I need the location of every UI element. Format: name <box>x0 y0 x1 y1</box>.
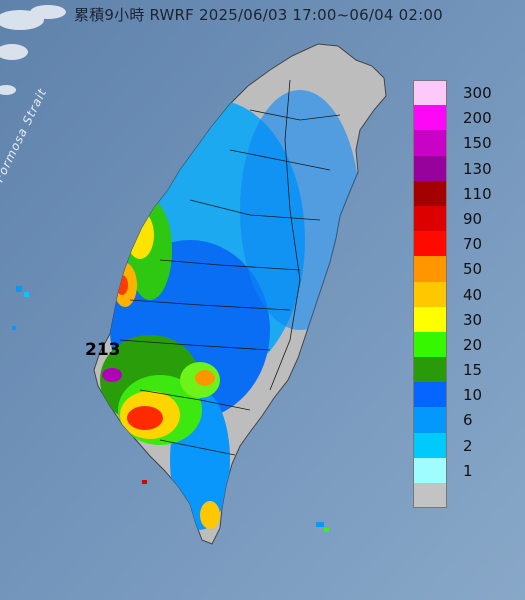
legend-swatch <box>413 205 447 232</box>
island-taiwan <box>93 43 387 545</box>
map-title: 累積9小時 RWRF 2025/06/03 17:00~06/04 02:00 <box>74 6 443 24</box>
legend-label: 110 <box>463 184 492 203</box>
legend-swatch <box>413 331 447 358</box>
legend-row: 10 <box>413 382 523 408</box>
legend-swatch <box>413 382 447 408</box>
legend-row: 30 <box>413 306 523 332</box>
legend-row: 1 <box>413 457 523 483</box>
legend-swatch <box>413 407 447 433</box>
legend-row: 2 <box>413 432 523 458</box>
legend-label: 150 <box>463 134 492 153</box>
county-borders <box>119 79 341 456</box>
legend-swatch <box>413 155 447 181</box>
max-rainfall-label: 213 <box>85 340 121 360</box>
legend-row <box>413 483 523 509</box>
legend-row: 40 <box>413 281 523 307</box>
legend-row: 300 <box>413 80 523 106</box>
legend-label: 20 <box>463 335 483 354</box>
legend-row: 20 <box>413 331 523 358</box>
legend-label: 30 <box>463 310 483 329</box>
legend-label: 10 <box>463 386 483 405</box>
legend-row: 90 <box>413 205 523 232</box>
legend-label: 130 <box>463 159 492 178</box>
legend-swatch <box>413 231 447 257</box>
legend-swatch <box>413 432 447 458</box>
legend-row: 150 <box>413 130 523 156</box>
legend-row: 200 <box>413 105 523 131</box>
legend-row: 6 <box>413 407 523 433</box>
legend-row: 50 <box>413 256 523 282</box>
legend-label: 1 <box>463 461 473 480</box>
offshore-islands <box>12 286 329 532</box>
rainfall-legend: 300 200 150 130 110 90 70 50 40 30 20 15 10 6 2 1 <box>413 80 523 509</box>
legend-row: 70 <box>413 231 523 257</box>
legend-swatch <box>413 80 447 106</box>
legend-row: 130 <box>413 155 523 181</box>
legend-label: 50 <box>463 260 483 279</box>
legend-label: 90 <box>463 209 483 228</box>
legend-label: 70 <box>463 235 483 254</box>
legend-label: 200 <box>463 109 492 128</box>
legend-swatch <box>413 457 447 483</box>
legend-label: 6 <box>463 411 473 430</box>
legend-label: 2 <box>463 436 473 455</box>
legend-swatch <box>413 357 447 383</box>
legend-swatch <box>413 306 447 332</box>
legend-swatch <box>413 130 447 156</box>
legend-swatch <box>413 180 447 206</box>
legend-swatch <box>413 256 447 282</box>
legend-label: 40 <box>463 285 483 304</box>
legend-label: 300 <box>463 84 492 102</box>
legend-swatch <box>413 105 447 131</box>
legend-label: 15 <box>463 361 483 380</box>
clouds <box>0 5 66 95</box>
legend-row: 15 <box>413 357 523 383</box>
legend-swatch <box>413 483 447 509</box>
legend-row: 110 <box>413 180 523 206</box>
legend-swatch <box>413 281 447 307</box>
